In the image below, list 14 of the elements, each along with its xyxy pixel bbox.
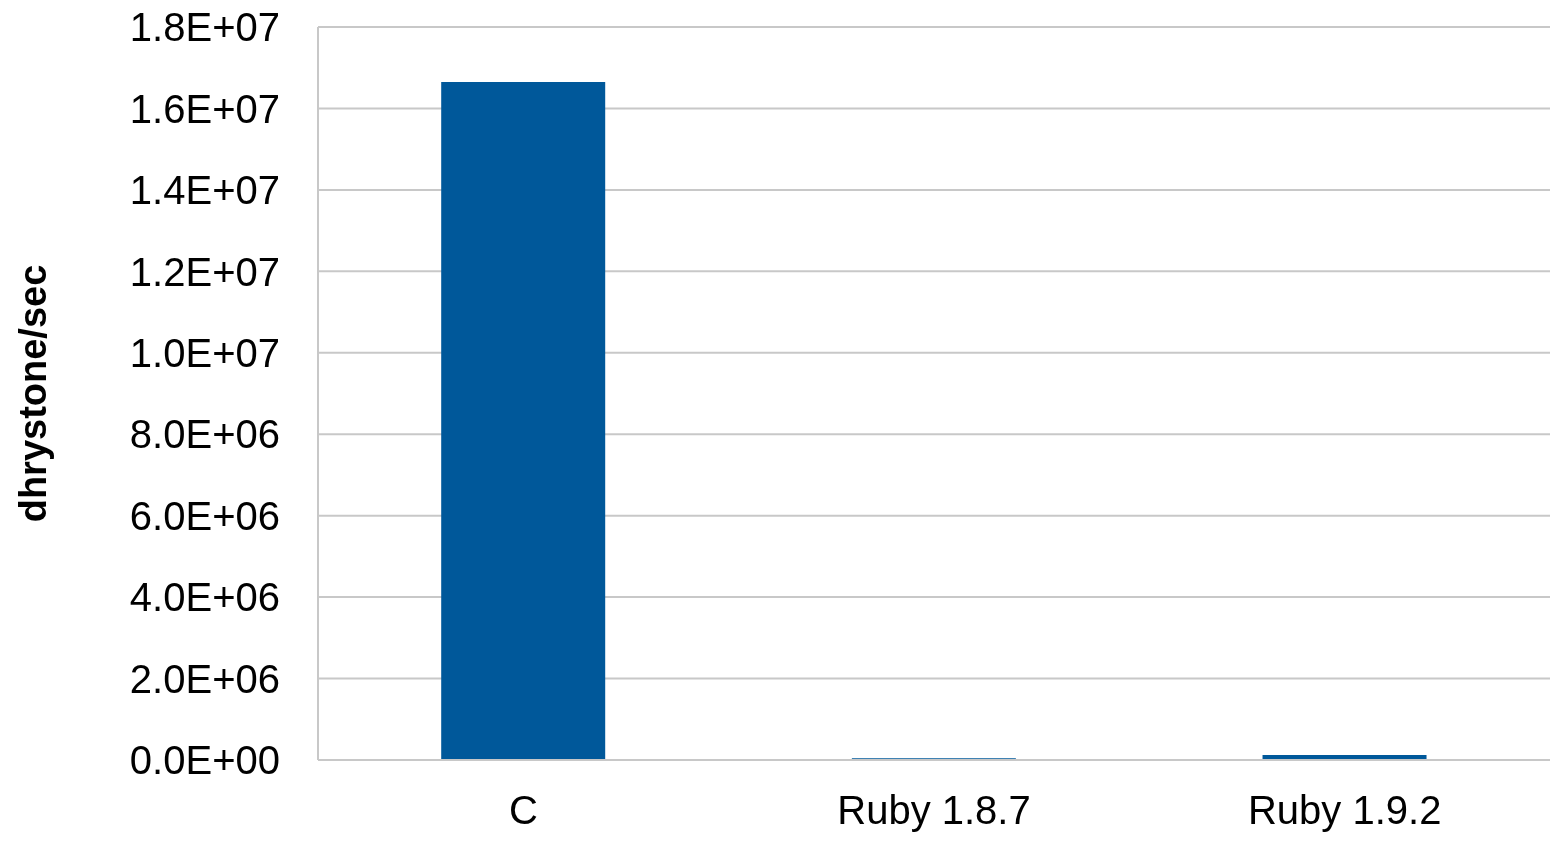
y-tick-label: 1.2E+07: [129, 249, 280, 294]
y-tick-label: 4.0E+06: [129, 575, 280, 620]
x-tick-label: C: [508, 788, 538, 833]
y-axis-title: dhrystone/sec: [12, 264, 55, 523]
y-tick-label: 1.0E+07: [129, 330, 280, 375]
x-tick-label: Ruby 1.8.7: [837, 788, 1031, 833]
y-tick-label: 0.0E+00: [129, 738, 280, 783]
y-tick-label: 1.8E+07: [129, 5, 280, 50]
y-tick-label: 1.4E+07: [129, 168, 280, 213]
y-tick-label: 2.0E+06: [129, 656, 280, 701]
x-tick-label: Ruby 1.9.2: [1247, 788, 1442, 833]
y-tick-label: 8.0E+06: [129, 412, 280, 457]
y-tick-label: 6.0E+06: [129, 493, 280, 538]
y-tick-label: 1.6E+07: [129, 86, 280, 131]
